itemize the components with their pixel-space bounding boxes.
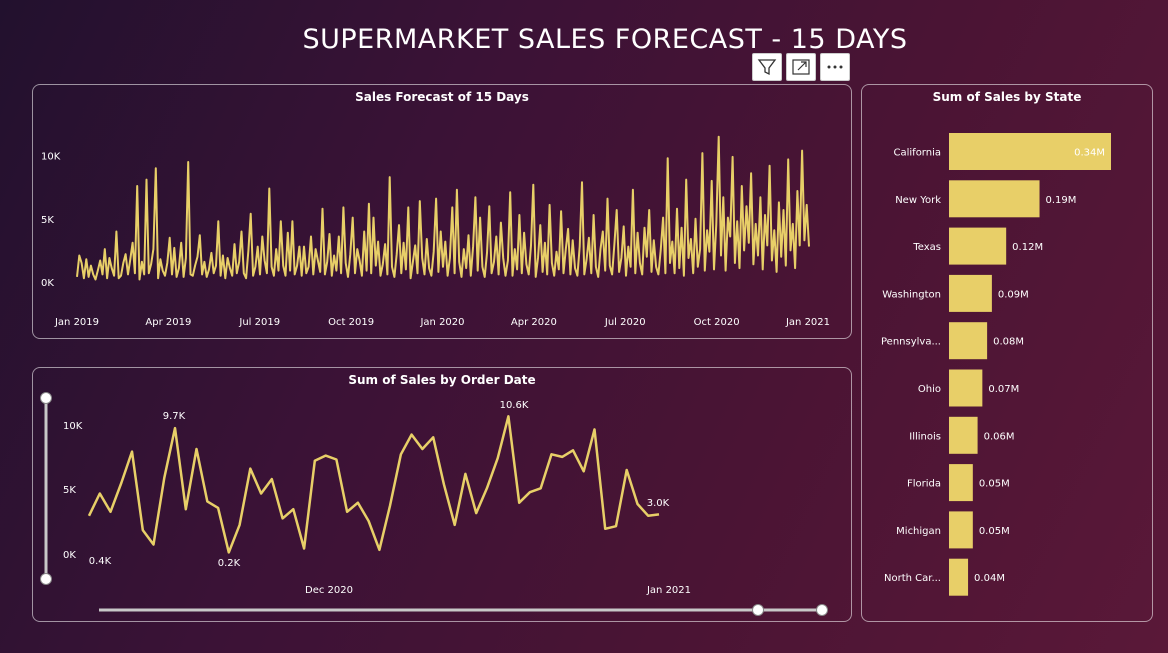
state-value-label: 0.04M (974, 573, 1005, 584)
y-tick-label: 10K (41, 152, 61, 163)
filter-icon (757, 59, 777, 76)
state-category-label: New York (895, 195, 941, 206)
forecast-chart-panel[interactable]: Sales Forecast of 15 Days 10K 5K 0K Jan 201… (32, 84, 852, 339)
state-bar (949, 274, 992, 312)
more-options-icon (827, 65, 843, 69)
focus-mode-button[interactable] (786, 53, 816, 81)
state-bar (949, 511, 973, 549)
state-chart-panel[interactable]: Sum of Sales by State California 0.34M New… (861, 84, 1153, 622)
data-label: 9.7K (163, 411, 186, 422)
x-tick-label: Jan 2021 (785, 317, 830, 328)
vertical-slider-handle-bottom (40, 573, 52, 585)
vertical-slider-handle-top (40, 392, 52, 404)
state-value-label: 0.06M (984, 431, 1015, 442)
data-label: 10.6K (500, 400, 529, 411)
state-category-label: Illinois (909, 431, 941, 442)
horizontal-slider-handle-left (752, 604, 764, 616)
state-bar (949, 133, 1111, 170)
state-bar (949, 227, 1007, 265)
state-value-label: 0.34M (1074, 148, 1105, 159)
state-bar (949, 558, 969, 596)
x-tick-label: Jul 2020 (604, 317, 646, 328)
x-tick-label: Apr 2020 (511, 317, 557, 328)
dashboard-title: SUPERMARKET SALES FORECAST - 15 DAYS (302, 24, 908, 55)
state-bar-chart: California 0.34M New York 0.19M Texas 0.12M Wa… (881, 133, 1111, 596)
forecast-series-line (76, 135, 810, 281)
state-bar (949, 464, 973, 502)
state-bar (949, 180, 1040, 218)
state-chart-title: Sum of Sales by State (932, 90, 1082, 104)
y-tick-label: 0K (41, 278, 54, 289)
state-category-label: Michigan (896, 526, 941, 537)
state-category-label: Florida (907, 479, 941, 490)
x-tick-label: Jul 2019 (238, 317, 280, 328)
state-bar (949, 322, 988, 360)
order-date-chart-panel[interactable]: Sum of Sales by Order Date 10K 5K 0K Dec 20… (32, 367, 852, 622)
more-options-button[interactable] (820, 53, 850, 81)
order-date-chart-title: Sum of Sales by Order Date (348, 373, 536, 387)
data-label: 0.2K (218, 558, 241, 569)
state-category-label: Washington (882, 289, 941, 300)
state-category-label: California (894, 148, 942, 159)
order-date-line-chart: 10K 5K 0K Dec 2020 Jan 2021 0.4K 9.7K 0.2K 10.6K… (40, 392, 828, 616)
forecast-chart-title: Sales Forecast of 15 Days (355, 90, 529, 104)
state-value-label: 0.09M (998, 289, 1029, 300)
x-tick-label: Apr 2019 (145, 317, 191, 328)
state-category-label: North Car... (884, 573, 941, 584)
forecast-line-chart: 10K 5K 0K Jan 2019 Apr 2019 Jul 2019 Oct 2019 J… (41, 135, 830, 328)
x-tick-label: Jan 2021 (646, 585, 691, 596)
state-category-label: Ohio (918, 384, 941, 395)
x-tick-label: Jan 2020 (419, 317, 464, 328)
state-category-label: Pennsylva... (881, 337, 941, 348)
state-category-label: Texas (912, 242, 941, 253)
x-tick-label: Oct 2020 (694, 317, 740, 328)
expand-icon (792, 59, 810, 75)
state-value-label: 0.19M (1046, 195, 1077, 206)
filter-button[interactable] (752, 53, 782, 81)
data-label: 0.4K (89, 556, 112, 567)
x-tick-label: Oct 2019 (328, 317, 374, 328)
horizontal-slider-handle-right (816, 604, 828, 616)
order-date-series-line (87, 415, 660, 554)
y-tick-label: 5K (63, 485, 76, 496)
state-bar (949, 369, 983, 407)
y-tick-label: 10K (63, 421, 83, 432)
data-label: 3.0K (647, 498, 670, 509)
x-tick-label: Dec 2020 (305, 585, 353, 596)
y-tick-label: 0K (63, 550, 76, 561)
y-tick-label: 5K (41, 215, 54, 226)
state-value-label: 0.12M (1012, 242, 1043, 253)
state-bar (949, 416, 978, 454)
state-value-label: 0.07M (988, 384, 1019, 395)
state-value-label: 0.05M (979, 526, 1010, 537)
x-tick-label: Jan 2019 (54, 317, 99, 328)
state-value-label: 0.05M (979, 479, 1010, 490)
state-value-label: 0.08M (993, 337, 1024, 348)
